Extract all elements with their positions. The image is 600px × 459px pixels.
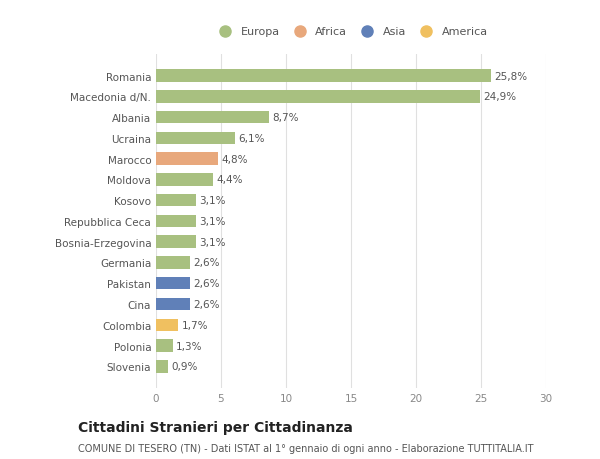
Bar [156, 195, 196, 207]
Bar [156, 132, 235, 145]
Bar [156, 70, 491, 83]
Bar [156, 215, 196, 228]
Text: 25,8%: 25,8% [494, 72, 528, 81]
Text: COMUNE DI TESERO (TN) - Dati ISTAT al 1° gennaio di ogni anno - Elaborazione TUT: COMUNE DI TESERO (TN) - Dati ISTAT al 1°… [78, 443, 533, 453]
Text: 2,6%: 2,6% [193, 258, 220, 268]
Legend: Europa, Africa, Asia, America: Europa, Africa, Asia, America [214, 28, 488, 37]
Text: 3,1%: 3,1% [200, 237, 226, 247]
Text: Cittadini Stranieri per Cittadinanza: Cittadini Stranieri per Cittadinanza [78, 420, 353, 434]
Text: 24,9%: 24,9% [483, 92, 516, 102]
Bar [156, 340, 173, 352]
Text: 8,7%: 8,7% [272, 113, 299, 123]
Text: 2,6%: 2,6% [193, 299, 220, 309]
Bar [156, 236, 196, 248]
Text: 1,7%: 1,7% [181, 320, 208, 330]
Text: 0,9%: 0,9% [171, 362, 197, 371]
Text: 4,4%: 4,4% [217, 175, 243, 185]
Text: 3,1%: 3,1% [200, 217, 226, 226]
Text: 1,3%: 1,3% [176, 341, 203, 351]
Bar [156, 91, 480, 103]
Text: 6,1%: 6,1% [239, 134, 265, 144]
Bar [156, 319, 178, 331]
Text: 3,1%: 3,1% [200, 196, 226, 206]
Bar [156, 153, 218, 166]
Bar [156, 298, 190, 311]
Bar [156, 112, 269, 124]
Bar [156, 277, 190, 290]
Text: 2,6%: 2,6% [193, 279, 220, 289]
Bar [156, 360, 168, 373]
Bar [156, 174, 213, 186]
Bar [156, 257, 190, 269]
Text: 4,8%: 4,8% [221, 154, 248, 164]
